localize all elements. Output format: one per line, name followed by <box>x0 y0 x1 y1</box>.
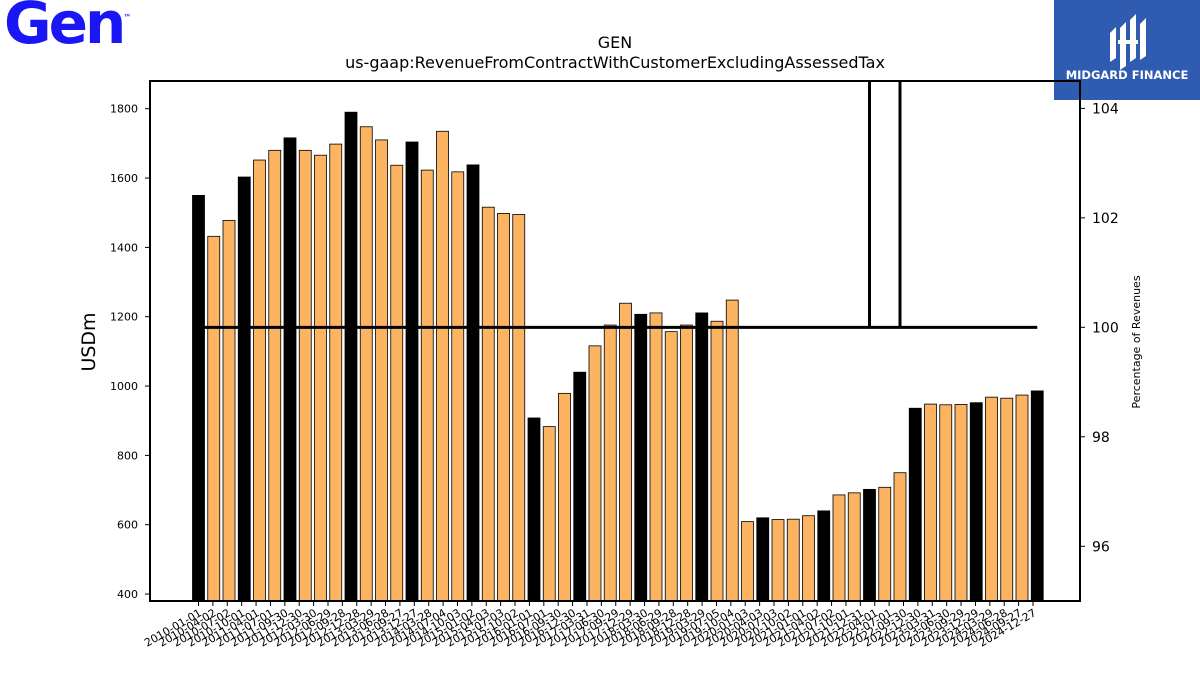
bar <box>222 219 236 602</box>
percentage-line-group <box>198 81 1038 329</box>
bar <box>893 472 907 602</box>
bar <box>542 426 556 602</box>
gen-logo-trademark: ™ <box>123 13 132 22</box>
bar <box>634 313 648 602</box>
y2-tick-label: 104 <box>1092 101 1119 117</box>
bar <box>756 517 770 602</box>
bar <box>329 143 343 602</box>
bar <box>527 417 541 602</box>
bar <box>954 404 968 602</box>
bar <box>771 519 785 602</box>
bar <box>741 521 754 602</box>
bar <box>985 396 998 602</box>
bar <box>558 392 571 602</box>
bar <box>268 149 282 602</box>
bar <box>314 154 327 602</box>
bars-group <box>192 111 1044 602</box>
bar <box>466 164 480 602</box>
y2-tick-label: 100 <box>1092 320 1119 336</box>
y-tick-label: 1800 <box>110 103 138 116</box>
bar <box>253 159 266 602</box>
bar <box>283 137 297 602</box>
midgard-logo-background <box>1054 0 1200 100</box>
midgard-finance-logo: MIDGARD FINANCE <box>1054 0 1200 100</box>
bar <box>207 235 221 602</box>
bar <box>847 492 861 602</box>
bar <box>573 371 587 602</box>
bar <box>924 403 937 602</box>
bar <box>817 510 831 602</box>
bar <box>481 206 495 602</box>
bar <box>664 331 678 602</box>
y-tick-label: 600 <box>117 519 138 532</box>
bar <box>939 404 953 602</box>
y-tick-label: 1000 <box>110 380 138 393</box>
gen-logo: Gen™ <box>4 0 131 52</box>
y-tick-label: 1200 <box>110 311 138 324</box>
bar <box>603 324 617 602</box>
chart-subtitle: us-gaap:RevenueFromContractWithCustomerE… <box>345 53 885 72</box>
plot-frame <box>149 80 1081 602</box>
bar <box>695 312 709 602</box>
bar <box>436 130 449 602</box>
bar <box>832 494 846 602</box>
chart-title: GEN <box>598 33 632 52</box>
bar <box>451 171 465 602</box>
bar <box>405 141 419 602</box>
bar <box>649 312 663 602</box>
bar <box>710 320 724 602</box>
bar <box>298 149 312 602</box>
bar <box>1000 397 1014 602</box>
bar <box>969 402 983 602</box>
y-axis-label: USDm <box>78 312 100 371</box>
y-tick-label: 1600 <box>110 172 138 185</box>
bar <box>359 126 373 602</box>
y2-tick-label: 98 <box>1092 430 1110 446</box>
percentage-line <box>198 81 1038 329</box>
bar <box>908 407 922 602</box>
bar <box>1030 390 1044 602</box>
bar <box>497 213 510 602</box>
y2-tick-label: 96 <box>1092 539 1110 555</box>
bar <box>420 169 434 602</box>
bar <box>390 164 404 602</box>
bar <box>512 214 526 602</box>
bar <box>680 324 693 602</box>
midgard-logo-panel <box>1054 0 1200 100</box>
bar <box>375 139 388 602</box>
y-tick-label: 1400 <box>110 241 138 254</box>
y2-axis-label: Percentage of Revenues <box>1130 275 1143 408</box>
bar <box>344 111 358 602</box>
y-tick-label: 400 <box>117 588 138 601</box>
bar <box>237 176 251 602</box>
bar <box>1015 394 1029 602</box>
bar <box>863 488 876 602</box>
y2-tick-label: 102 <box>1092 211 1119 227</box>
bar <box>786 518 800 602</box>
gen-logo-text: Gen <box>4 0 126 57</box>
y-tick-label: 800 <box>117 449 138 462</box>
bar <box>588 345 602 602</box>
bar <box>192 194 205 602</box>
bar <box>725 299 739 602</box>
bar <box>878 486 892 602</box>
bar <box>802 515 815 602</box>
midgard-logo-text: MIDGARD FINANCE <box>1065 68 1189 82</box>
bar <box>619 302 632 602</box>
midgard-emblem-icon <box>1110 14 1146 70</box>
